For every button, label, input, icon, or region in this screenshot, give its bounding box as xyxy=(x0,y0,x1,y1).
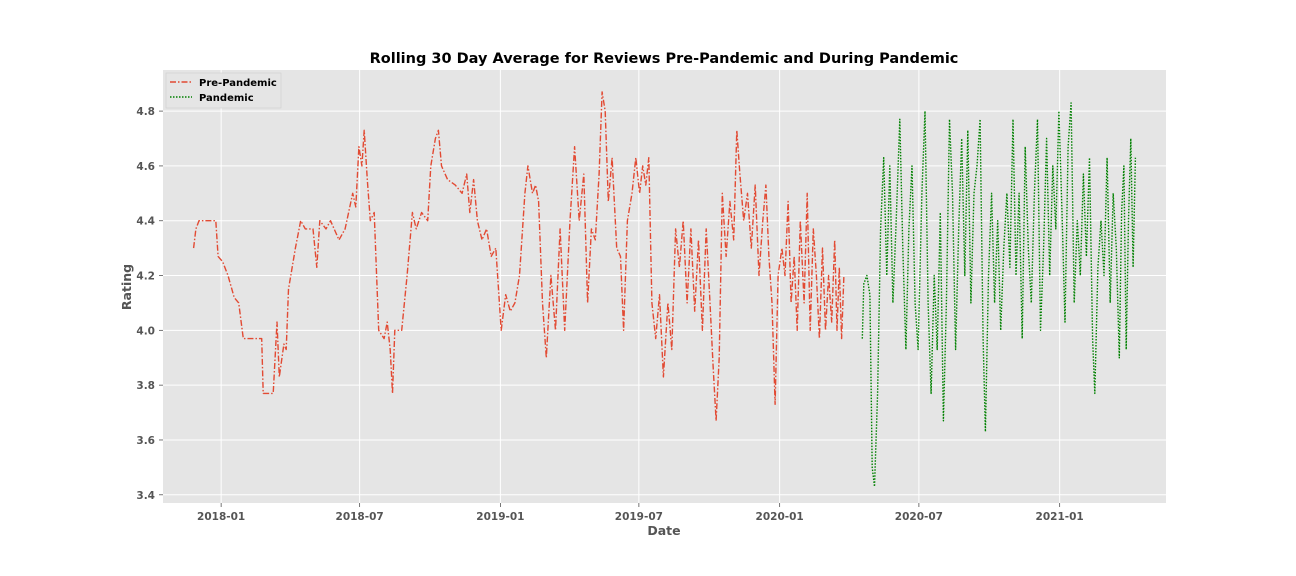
x-tick-label: 2020-01 xyxy=(756,511,804,523)
series-layer xyxy=(192,91,1137,488)
y-tick-label: 4.8 xyxy=(136,106,155,118)
plot-area xyxy=(163,70,1166,503)
y-tick-label: 3.8 xyxy=(136,380,155,392)
x-axis-label: Date xyxy=(647,523,680,538)
legend-box xyxy=(165,72,282,109)
x-tick-label: 2019-01 xyxy=(476,511,524,523)
legend-label-pandemic: Pandemic xyxy=(199,93,254,104)
series-line-pre-pandemic xyxy=(192,91,845,422)
legend: Pre-Pandemic Pandemic xyxy=(165,72,282,109)
x-tick-label: 2021-01 xyxy=(1036,511,1084,523)
x-tick-label: 2018-07 xyxy=(336,511,384,523)
x-tick-label: 2018-01 xyxy=(197,511,245,523)
axis-ticks: 3.4 3.6 3.8 4.0 4.2 4.4 4.6 4.8 2018-01 2018-07 20… xyxy=(136,106,1083,523)
chart-title: Rolling 30 Day Average for Reviews Pre-P… xyxy=(370,51,959,67)
y-tick-label: 4.4 xyxy=(136,216,155,228)
y-axis-label: Rating xyxy=(119,264,134,310)
x-tick-label: 2019-07 xyxy=(615,511,663,523)
y-tick-label: 3.4 xyxy=(136,490,155,502)
legend-label-pre-pandemic: Pre-Pandemic xyxy=(199,78,277,89)
y-tick-label: 4.6 xyxy=(136,161,155,173)
x-tick-label: 2020-07 xyxy=(895,511,943,523)
y-tick-label: 4.0 xyxy=(136,325,155,337)
y-tick-label: 4.2 xyxy=(136,271,155,283)
y-tick-label: 3.6 xyxy=(136,435,155,447)
series-line-pandemic xyxy=(861,102,1137,488)
